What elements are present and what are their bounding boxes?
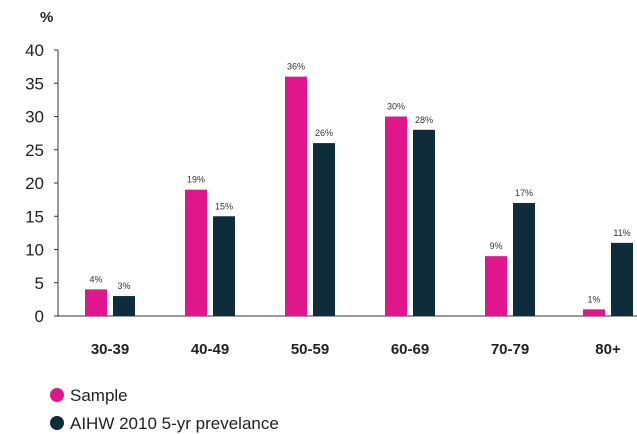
legend-marker xyxy=(50,416,64,430)
y-tick-label: 20 xyxy=(25,174,44,193)
bar-sample-50-59 xyxy=(285,76,307,316)
x-category-label: 50-59 xyxy=(291,341,329,358)
data-label: 3% xyxy=(117,281,130,291)
data-label: 17% xyxy=(515,188,533,198)
y-axis-label: % xyxy=(40,9,53,26)
bar-sample-80+ xyxy=(583,309,605,316)
data-label: 28% xyxy=(415,115,433,125)
y-tick-label: 40 xyxy=(25,41,44,60)
data-label: 26% xyxy=(315,128,333,138)
x-category-label: 30-39 xyxy=(91,341,129,358)
bar-sample-30-39 xyxy=(85,289,107,316)
data-label: 19% xyxy=(187,175,205,185)
legend-label: Sample xyxy=(70,386,128,405)
bar-aihw-60-69 xyxy=(413,129,435,316)
bar-sample-40-49 xyxy=(185,189,207,316)
data-label: 9% xyxy=(489,241,502,251)
data-label: 11% xyxy=(613,228,630,238)
y-tick-label: 10 xyxy=(25,241,44,260)
legend: Sample AIHW 2010 5-yr prevelance xyxy=(50,386,279,433)
bar-sample-70-79 xyxy=(485,256,507,316)
bar-aihw-50-59 xyxy=(313,143,335,316)
y-tick-label: 25 xyxy=(25,141,44,160)
data-label: 15% xyxy=(215,201,233,211)
y-axis-ticks: 0 5 10 15 20 25 30 35 40 xyxy=(25,41,58,326)
y-tick-label: 5 xyxy=(35,274,44,293)
bar-aihw-70-79 xyxy=(513,202,535,316)
data-label: 4% xyxy=(89,274,102,284)
data-label: 1% xyxy=(587,294,600,304)
y-tick-label: 0 xyxy=(35,307,44,326)
y-tick-label: 15 xyxy=(25,207,44,226)
x-category-label: 60-69 xyxy=(391,341,429,358)
bar-aihw-80+ xyxy=(611,242,633,316)
data-label: 30% xyxy=(387,102,405,112)
legend-label: AIHW 2010 5-yr prevelance xyxy=(70,414,279,433)
x-category-label: 40-49 xyxy=(191,341,229,358)
bars: 4% 3% 19% 15% 36% 26% 30% 28% 9% 17% 1% 11% xyxy=(85,62,633,316)
bar-aihw-30-39 xyxy=(113,296,135,316)
legend-marker xyxy=(50,388,64,402)
y-tick-label: 35 xyxy=(25,74,44,93)
bar-sample-60-69 xyxy=(385,116,407,316)
data-label: 36% xyxy=(287,62,305,72)
y-tick-label: 30 xyxy=(25,108,44,127)
x-category-label: 80+ xyxy=(595,341,621,358)
x-axis-categories: 30-39 40-49 50-59 60-69 70-79 80+ xyxy=(91,341,621,358)
x-category-label: 70-79 xyxy=(491,341,529,358)
bar-aihw-40-49 xyxy=(213,216,235,316)
